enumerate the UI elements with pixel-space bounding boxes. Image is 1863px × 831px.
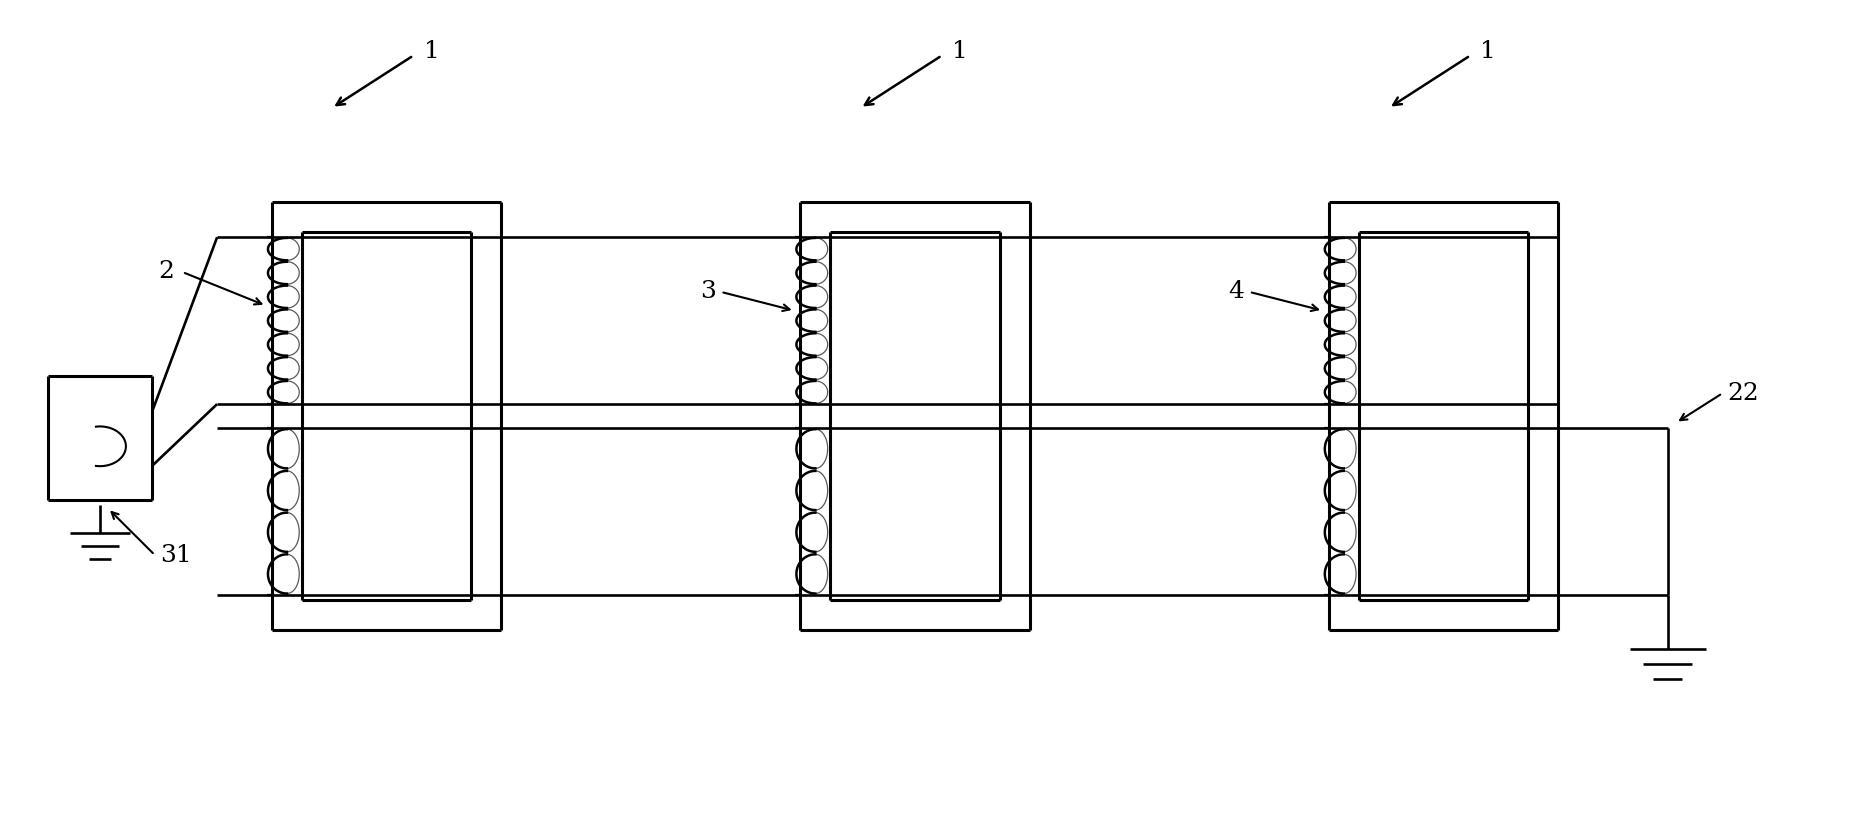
Text: 4: 4 xyxy=(1228,280,1244,303)
Text: 3: 3 xyxy=(700,280,715,303)
Text: 2: 2 xyxy=(158,260,175,283)
Text: 1: 1 xyxy=(423,40,440,63)
Text: 1: 1 xyxy=(952,40,967,63)
Text: 31: 31 xyxy=(160,543,192,567)
Text: 1: 1 xyxy=(1481,40,1496,63)
Text: 22: 22 xyxy=(1727,381,1759,405)
